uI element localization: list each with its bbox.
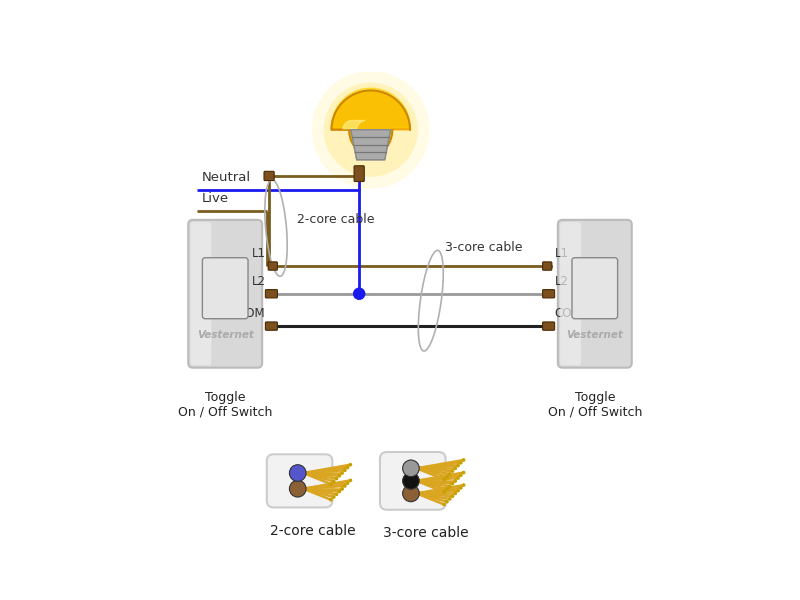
- Circle shape: [445, 487, 449, 491]
- FancyBboxPatch shape: [542, 290, 554, 298]
- Circle shape: [445, 500, 449, 503]
- Circle shape: [290, 481, 306, 497]
- FancyBboxPatch shape: [572, 258, 618, 319]
- Text: Vesternet: Vesternet: [197, 331, 254, 340]
- FancyBboxPatch shape: [188, 220, 262, 368]
- Circle shape: [312, 71, 430, 188]
- FancyBboxPatch shape: [354, 166, 364, 181]
- Circle shape: [448, 472, 451, 476]
- Text: COM: COM: [238, 307, 266, 320]
- Circle shape: [329, 498, 333, 502]
- Circle shape: [462, 483, 466, 487]
- Circle shape: [402, 485, 419, 502]
- Circle shape: [329, 482, 333, 486]
- FancyBboxPatch shape: [542, 322, 554, 330]
- FancyBboxPatch shape: [560, 222, 581, 365]
- Circle shape: [450, 482, 454, 485]
- Circle shape: [445, 475, 449, 478]
- Circle shape: [332, 479, 336, 483]
- Text: L2: L2: [554, 275, 569, 288]
- Text: 2-core cable: 2-core cable: [270, 524, 356, 538]
- Circle shape: [346, 466, 350, 469]
- Circle shape: [349, 463, 352, 467]
- Circle shape: [324, 83, 418, 177]
- Polygon shape: [331, 91, 410, 155]
- Circle shape: [456, 489, 460, 493]
- FancyBboxPatch shape: [558, 220, 632, 368]
- Circle shape: [448, 485, 451, 488]
- Circle shape: [334, 493, 338, 496]
- Circle shape: [343, 469, 346, 472]
- Circle shape: [454, 466, 457, 470]
- FancyBboxPatch shape: [202, 258, 248, 319]
- Text: L1: L1: [251, 247, 266, 260]
- Circle shape: [459, 461, 462, 464]
- Circle shape: [454, 491, 457, 495]
- Text: Toggle
On / Off Switch: Toggle On / Off Switch: [548, 391, 642, 419]
- Text: L2: L2: [251, 275, 266, 288]
- Text: Neutral: Neutral: [202, 171, 251, 184]
- Circle shape: [349, 479, 352, 482]
- Circle shape: [442, 478, 446, 481]
- Text: Vesternet: Vesternet: [566, 331, 623, 340]
- Circle shape: [334, 477, 338, 481]
- Circle shape: [340, 487, 344, 491]
- Circle shape: [402, 460, 419, 476]
- Circle shape: [346, 481, 350, 485]
- Text: 2-core cable: 2-core cable: [297, 214, 374, 226]
- FancyBboxPatch shape: [266, 322, 278, 330]
- Circle shape: [448, 497, 451, 501]
- Text: 3-core cable: 3-core cable: [445, 241, 522, 254]
- Circle shape: [450, 469, 454, 473]
- Text: 3-core cable: 3-core cable: [383, 526, 469, 540]
- Circle shape: [343, 484, 346, 488]
- Circle shape: [462, 458, 466, 462]
- Polygon shape: [351, 130, 390, 160]
- Circle shape: [442, 490, 446, 494]
- Circle shape: [462, 471, 466, 475]
- Circle shape: [450, 494, 454, 498]
- Circle shape: [290, 464, 306, 481]
- Polygon shape: [331, 88, 410, 153]
- Circle shape: [338, 490, 341, 493]
- Circle shape: [459, 473, 462, 477]
- Circle shape: [402, 473, 419, 489]
- Circle shape: [456, 464, 460, 467]
- Circle shape: [456, 476, 460, 480]
- Circle shape: [454, 479, 457, 483]
- Text: COM: COM: [554, 307, 582, 320]
- Text: Toggle
On / Off Switch: Toggle On / Off Switch: [178, 391, 272, 419]
- FancyBboxPatch shape: [380, 452, 446, 510]
- FancyBboxPatch shape: [190, 222, 211, 365]
- FancyBboxPatch shape: [266, 454, 332, 508]
- FancyBboxPatch shape: [542, 262, 552, 270]
- Circle shape: [338, 474, 341, 478]
- Circle shape: [442, 503, 446, 506]
- Text: L1: L1: [554, 247, 569, 260]
- Circle shape: [332, 495, 336, 499]
- Text: Live: Live: [202, 191, 230, 205]
- Circle shape: [354, 288, 365, 299]
- Circle shape: [459, 486, 462, 490]
- Circle shape: [340, 471, 344, 475]
- FancyBboxPatch shape: [268, 262, 278, 270]
- FancyBboxPatch shape: [266, 290, 278, 298]
- FancyBboxPatch shape: [264, 172, 274, 181]
